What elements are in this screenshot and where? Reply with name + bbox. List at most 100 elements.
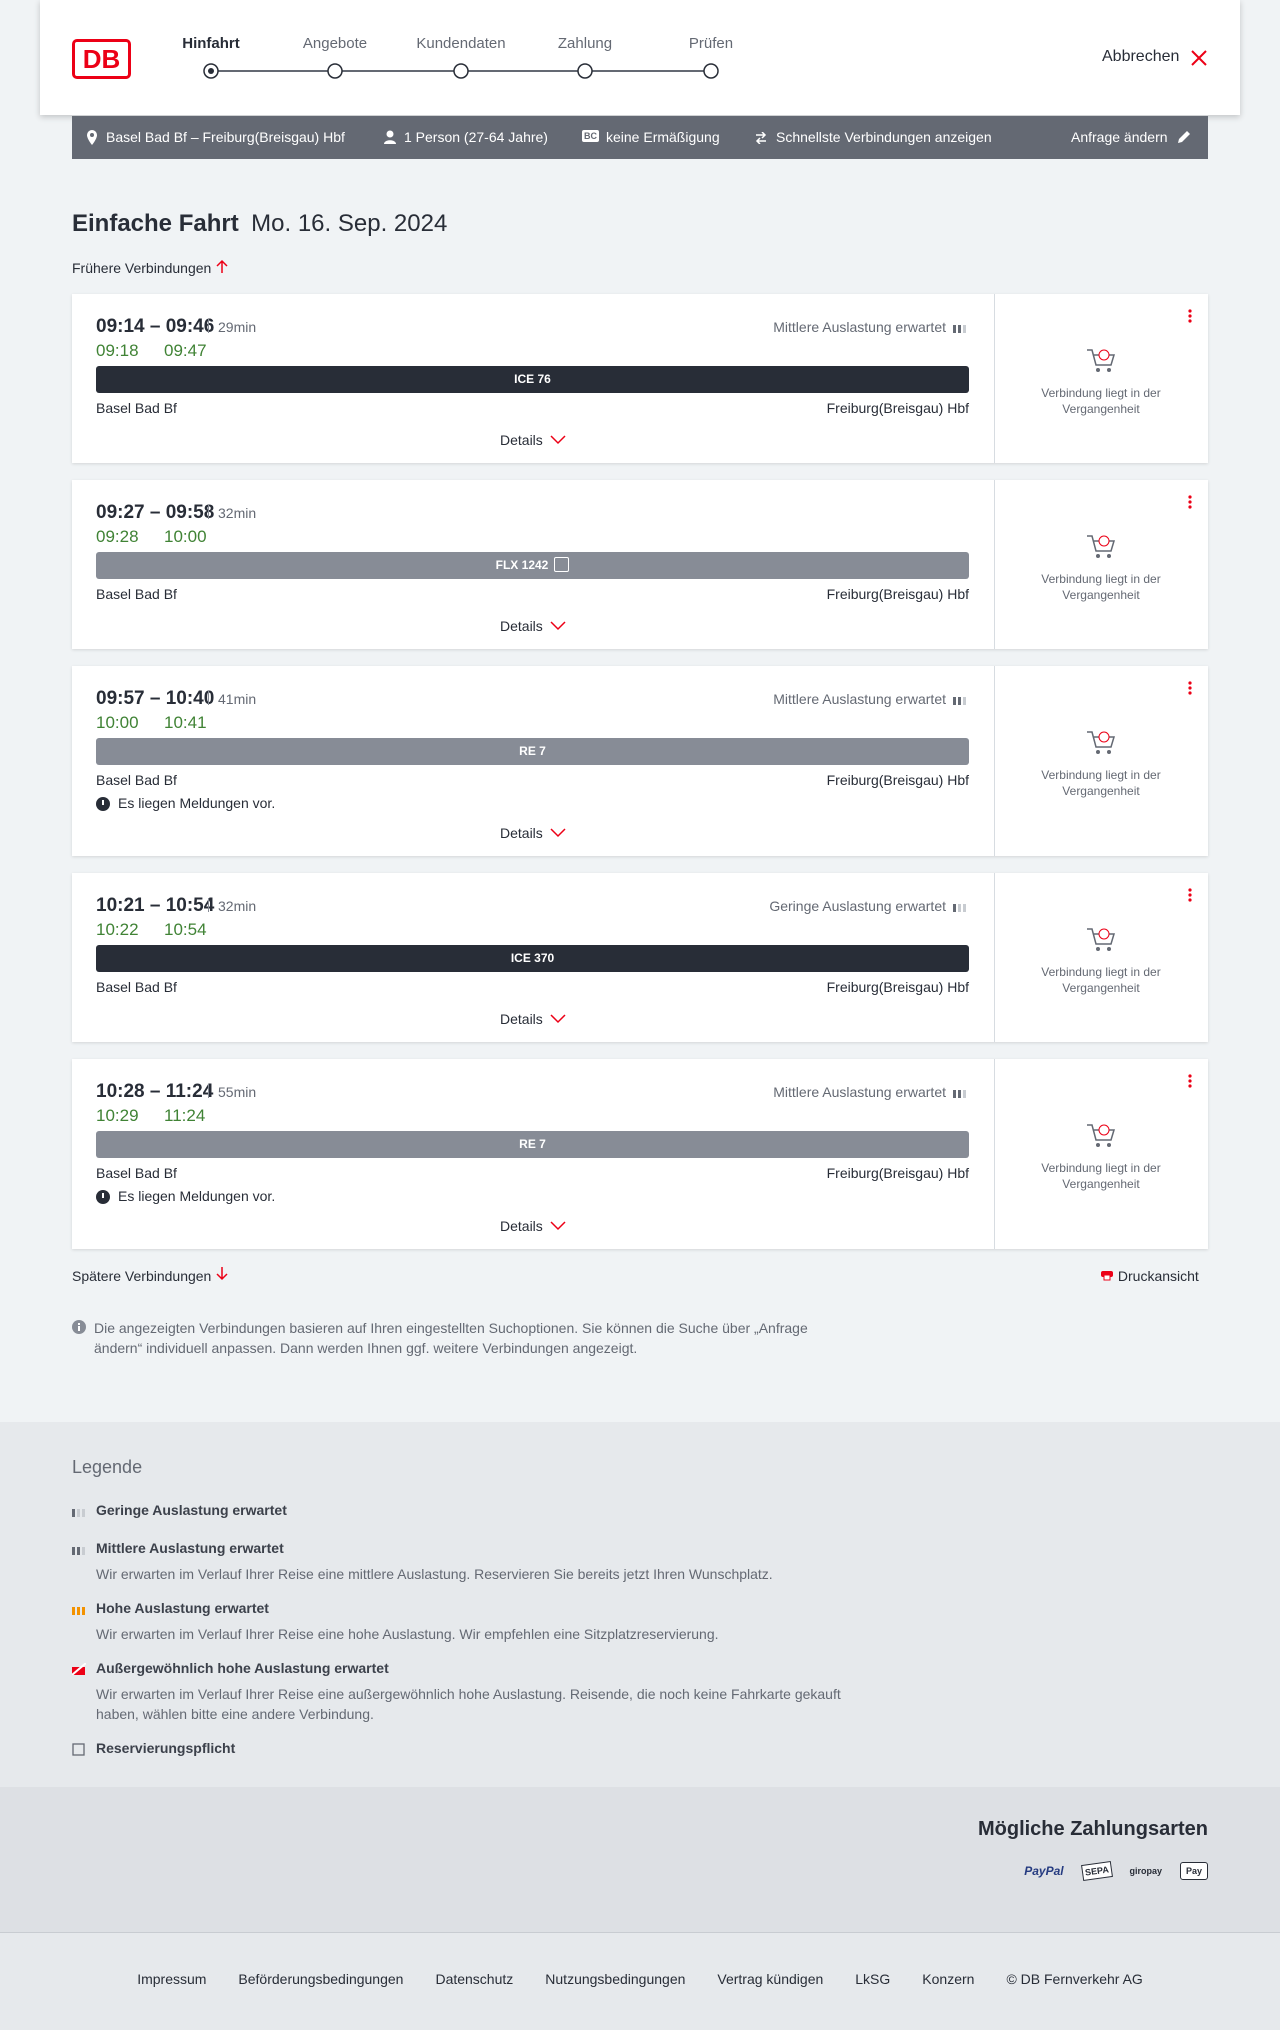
step-label[interactable]: Hinfahrt bbox=[182, 35, 240, 52]
occupancy-bar bbox=[72, 1607, 75, 1615]
cart-wheel bbox=[1107, 750, 1111, 754]
step-label[interactable]: Zahlung bbox=[557, 35, 613, 52]
step-label[interactable]: Kundendaten bbox=[416, 35, 506, 52]
to: Freiburg(Breisgau) Hbf bbox=[826, 772, 969, 788]
duration: 32min bbox=[218, 898, 257, 914]
cart-wheel bbox=[1096, 750, 1100, 754]
occupancy-bar bbox=[963, 697, 966, 705]
time: 09:57 – 10:40 bbox=[96, 688, 215, 709]
cancel[interactable]: Abbrechen bbox=[1102, 48, 1180, 65]
menu-icon[interactable] bbox=[1187, 681, 1193, 697]
print[interactable]: Druckansicht bbox=[1117, 1268, 1199, 1284]
menu-dot bbox=[1188, 495, 1192, 499]
occupancy-icon bbox=[953, 697, 966, 705]
realtime-departure: 10:22 bbox=[96, 920, 139, 939]
train-bar[interactable]: ICE 76 bbox=[96, 366, 969, 393]
menu-dot bbox=[1188, 686, 1192, 690]
footer-link[interactable]: Beförderungsbedingungen bbox=[238, 1971, 404, 1987]
train-bar[interactable]: RE 7 bbox=[96, 1131, 969, 1158]
details-chevron[interactable] bbox=[550, 621, 566, 631]
connection-card[interactable]: 10:28 – 11:24 55min 10:29 11:24 Mittlere Aus… bbox=[72, 1059, 1208, 1249]
connection-card[interactable]: 09:57 – 10:40 41min 10:00 10:41 Mittlere Aus… bbox=[72, 666, 1208, 856]
cart-icon bbox=[1087, 348, 1116, 372]
separator bbox=[208, 691, 209, 705]
cart-x bbox=[1098, 1124, 1110, 1136]
train: ICE 370 bbox=[510, 951, 555, 965]
footer-link[interactable]: LkSG bbox=[855, 1971, 891, 1987]
later-link[interactable]: Spätere Verbindungen bbox=[72, 1267, 229, 1284]
menu-icon[interactable] bbox=[1187, 888, 1193, 904]
time: 10:28 – 11:24 bbox=[96, 1081, 214, 1102]
occupancy: Mittlere Auslastung erwartet bbox=[773, 1084, 946, 1100]
occupancy-bar bbox=[82, 1509, 85, 1517]
footer-link[interactable]: Datenschutz bbox=[435, 1971, 514, 1987]
details[interactable]: Details bbox=[500, 1218, 543, 1234]
details[interactable]: Details bbox=[500, 825, 543, 841]
connection-card[interactable]: 09:14 – 09:46 29min 09:18 09:47 Mittlere Aus… bbox=[72, 294, 1208, 463]
legend-item-text: Wir erwarten im Verlauf Ihrer Reise eine… bbox=[96, 1566, 773, 1582]
connection-card[interactable]: 10:21 – 10:54 32min 10:22 10:54 Geringe Ausl… bbox=[72, 873, 1208, 1042]
print-link[interactable]: Druckansicht bbox=[1100, 1267, 1199, 1284]
cart-wheel bbox=[1096, 1143, 1100, 1147]
train-bar[interactable]: RE 7 bbox=[96, 738, 969, 765]
footer-link[interactable]: Impressum bbox=[137, 1971, 207, 1987]
fastest[interactable]: Schnellste Verbindungen anzeigen bbox=[776, 129, 992, 145]
details[interactable]: Details bbox=[500, 432, 543, 448]
time: 10:21 – 10:54 bbox=[96, 895, 215, 916]
divider bbox=[994, 294, 995, 463]
menu-dot bbox=[1188, 893, 1192, 897]
divider bbox=[994, 873, 995, 1042]
footer-link[interactable]: Vertrag kündigen bbox=[717, 1971, 824, 1987]
footer-link[interactable]: Nutzungsbedingungen bbox=[545, 1971, 686, 1987]
person-icon bbox=[384, 130, 396, 144]
payment-method: Pay bbox=[1179, 1862, 1208, 1880]
cart-wheel bbox=[1096, 367, 1100, 372]
cart-wheel bbox=[1107, 553, 1111, 558]
menu-icon[interactable] bbox=[1187, 1074, 1193, 1090]
title-row: Einfache Fahrt Mo. 16. Sep. 2024 bbox=[72, 210, 447, 238]
menu-dot bbox=[1188, 314, 1192, 318]
menu-icon[interactable] bbox=[1187, 309, 1193, 325]
occupancy-bar bbox=[953, 904, 956, 912]
details-chevron[interactable] bbox=[550, 435, 566, 445]
train-bar[interactable]: ICE 370 bbox=[96, 945, 969, 972]
train: RE 7 bbox=[519, 1137, 546, 1151]
route: Basel Bad Bf – Freiburg(Breisgau) Hbf bbox=[106, 129, 345, 145]
realtime-departure: 09:18 bbox=[96, 341, 139, 360]
footer: Impressum Beförderungsbedingungen Datensch… bbox=[0, 1932, 1280, 2030]
train-bar[interactable]: FLX 1242Reservierungspflicht bbox=[96, 552, 969, 579]
footer-link[interactable]: Konzern bbox=[922, 1971, 975, 1987]
cart-wheel bbox=[1096, 553, 1100, 558]
edit-icon[interactable] bbox=[1177, 130, 1191, 144]
details-chevron[interactable] bbox=[550, 1221, 566, 1231]
occupancy-bar bbox=[77, 1607, 80, 1615]
details[interactable]: Details bbox=[500, 618, 543, 634]
legend-item-title: Außergewöhnlich hohe Auslastung erwartet bbox=[96, 1660, 389, 1676]
cancel-icon[interactable] bbox=[1190, 49, 1208, 67]
change-request[interactable]: Anfrage ändern bbox=[1071, 129, 1168, 145]
details[interactable]: Details bbox=[500, 1011, 543, 1027]
menu-dot bbox=[1188, 1084, 1192, 1088]
details-chevron[interactable] bbox=[550, 1014, 566, 1024]
occupancy-bar bbox=[82, 1607, 85, 1615]
step-circle bbox=[327, 63, 343, 79]
occupancy-bar bbox=[953, 1090, 956, 1098]
step-label[interactable]: Prüfen bbox=[688, 35, 734, 52]
arrow-up bbox=[216, 259, 228, 273]
cart-body bbox=[1087, 534, 1116, 552]
earlier-link[interactable]: Frühere Verbindungen bbox=[72, 259, 229, 276]
time: 09:14 – 09:46 bbox=[96, 316, 215, 337]
menu-icon[interactable] bbox=[1187, 495, 1193, 511]
logo[interactable]: DB bbox=[72, 39, 131, 79]
details-chevron[interactable] bbox=[550, 828, 566, 838]
occupancy-icon bbox=[953, 1090, 966, 1098]
cart-icon bbox=[1087, 927, 1116, 951]
chevron bbox=[550, 1221, 566, 1231]
occupancy-bar bbox=[953, 325, 956, 333]
occupancy-icon bbox=[953, 904, 966, 912]
step-circle bbox=[453, 63, 469, 79]
earlier[interactable]: Frühere Verbindungen bbox=[72, 260, 212, 276]
later[interactable]: Spätere Verbindungen bbox=[72, 1268, 212, 1284]
step-label[interactable]: Angebote bbox=[302, 35, 368, 52]
